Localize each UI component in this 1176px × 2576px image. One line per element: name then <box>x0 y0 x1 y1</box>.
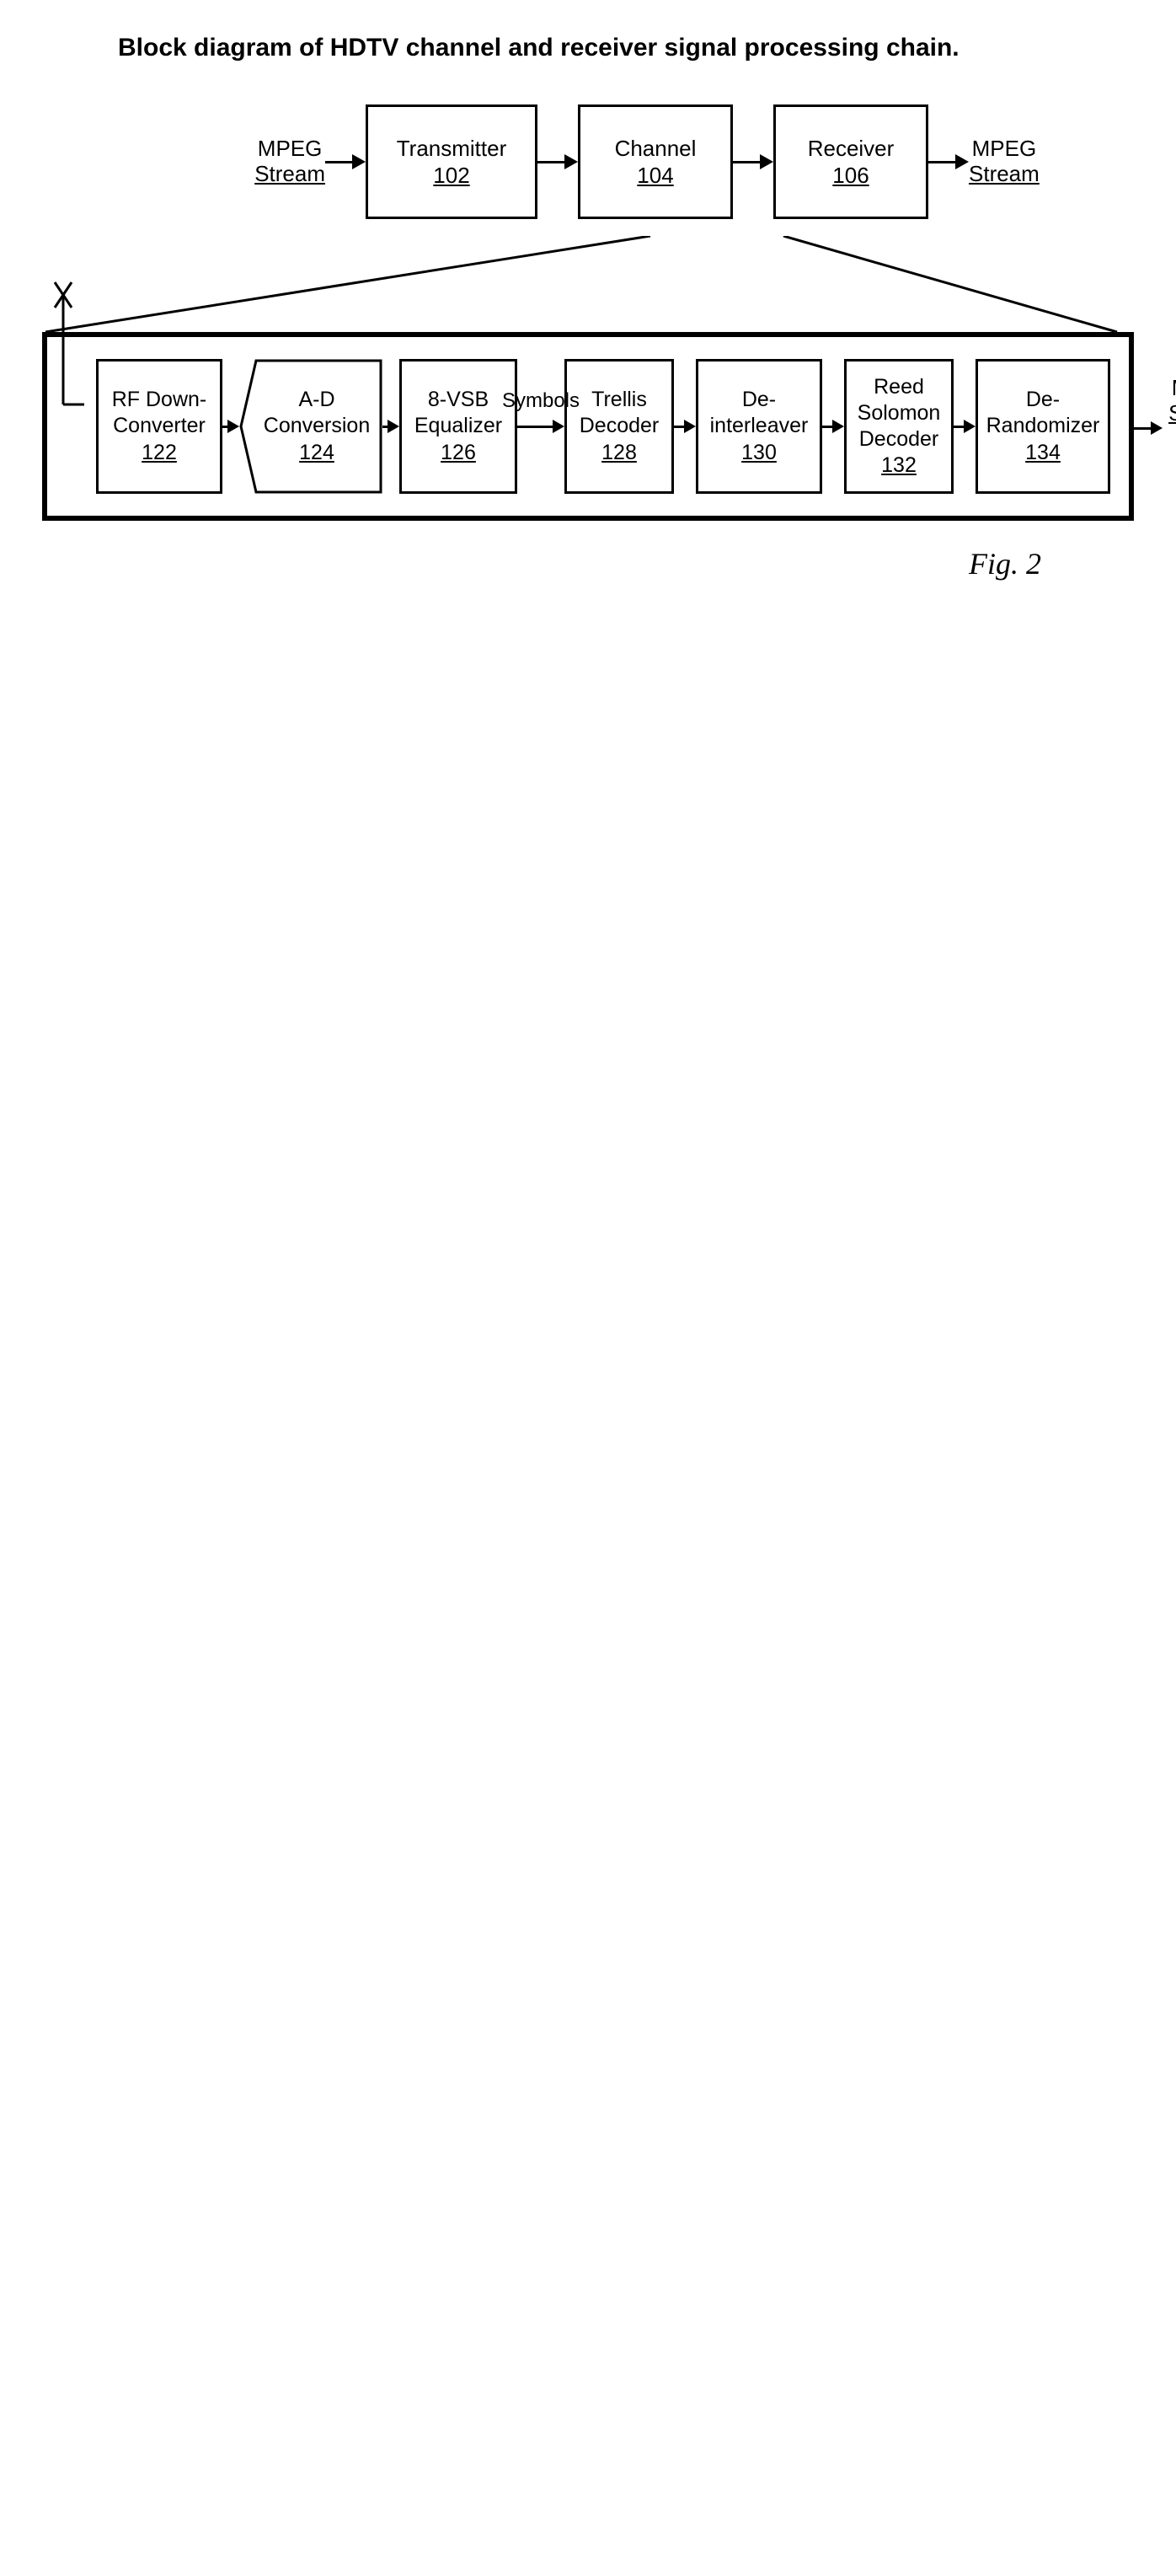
block-ref: 134 <box>1025 440 1061 466</box>
block-line: A-D <box>298 387 334 413</box>
mpeg-text-bottom: Stream <box>1166 401 1176 426</box>
channel-block: Channel 104 <box>578 104 733 219</box>
block-line: Trellis <box>591 387 647 413</box>
block-line: interleaver <box>710 413 809 439</box>
arrow-icon <box>517 420 564 433</box>
block-line: Decoder <box>580 413 660 439</box>
output-mpeg-label-top: MPEG Stream <box>969 137 1040 187</box>
arrow-icon <box>325 157 366 167</box>
block-line: 8-VSB <box>428 387 489 413</box>
receiver-detail-box: RF Down- Converter 122 A-D Conversion 12… <box>42 332 1134 521</box>
derandomizer-block: De- Randomizer 134 <box>976 359 1110 494</box>
diagram-root: Block diagram of HDTV channel and receiv… <box>34 34 1142 581</box>
block-ref: 124 <box>299 440 334 466</box>
mpeg-text-bottom: Stream <box>254 162 325 187</box>
block-line: Reed <box>874 374 924 400</box>
arrow-icon <box>537 157 578 167</box>
receiver-block: Receiver 106 <box>773 104 928 219</box>
arrow-icon <box>954 420 976 433</box>
block-ref: 132 <box>881 453 917 479</box>
ad-conversion-block: A-D Conversion 124 <box>239 359 382 494</box>
arrow-icon <box>822 420 844 433</box>
block-line: RF Down- <box>112 387 207 413</box>
block-line: Equalizer <box>414 413 502 439</box>
block-ref: 130 <box>741 440 777 466</box>
block-ref: 104 <box>637 162 673 190</box>
block-ref: 126 <box>441 440 476 466</box>
block-ref: 102 <box>433 162 469 190</box>
arrow-icon <box>733 157 773 167</box>
figure-label: Fig. 2 <box>34 546 1041 581</box>
rf-downconverter-block: RF Down- Converter 122 <box>96 359 222 494</box>
mpeg-text-top: MPEG <box>969 137 1040 162</box>
top-signal-chain: MPEG Stream Transmitter 102 Channel 104 … <box>152 104 1142 219</box>
zoom-connector-lines <box>34 236 1142 335</box>
input-mpeg-label: MPEG Stream <box>254 137 325 187</box>
arrow-icon <box>222 420 239 433</box>
block-ref: 128 <box>601 440 637 466</box>
symbols-label: Symbols <box>502 389 580 413</box>
block-label: Channel <box>615 135 697 163</box>
arrow-icon <box>928 157 969 167</box>
vsb-equalizer-block: 8-VSB Equalizer 126 <box>399 359 517 494</box>
block-line: Converter <box>113 413 206 439</box>
mpeg-text-bottom: Stream <box>969 162 1040 187</box>
block-line: Randomizer <box>986 413 1100 439</box>
block-line: De- <box>1026 387 1060 413</box>
block-ref: 122 <box>142 440 177 466</box>
output-mpeg-label-bottom: MPEG Stream <box>1166 376 1176 426</box>
arrow-icon <box>382 420 399 433</box>
transmitter-block: Transmitter 102 <box>366 104 537 219</box>
trellis-decoder-block: Trellis Decoder 128 <box>564 359 674 494</box>
block-label: Receiver <box>808 135 895 163</box>
arrow-icon <box>1132 421 1163 435</box>
block-ref: 106 <box>832 162 869 190</box>
block-line: De- <box>742 387 776 413</box>
block-line: Solomon <box>858 400 941 426</box>
diagram-title: Block diagram of HDTV channel and receiv… <box>118 34 1142 62</box>
reed-solomon-block: Reed Solomon Decoder 132 <box>844 359 954 494</box>
block-line: Conversion <box>264 413 370 439</box>
symbols-arrow: Symbols <box>517 420 564 433</box>
mpeg-text-top: MPEG <box>1166 376 1176 401</box>
antenna-icon <box>42 278 84 426</box>
arrow-icon <box>674 420 696 433</box>
deinterleaver-block: De- interleaver 130 <box>696 359 822 494</box>
block-label: Transmitter <box>397 135 507 163</box>
block-line: Decoder <box>859 426 939 453</box>
mpeg-text-top: MPEG <box>254 137 325 162</box>
